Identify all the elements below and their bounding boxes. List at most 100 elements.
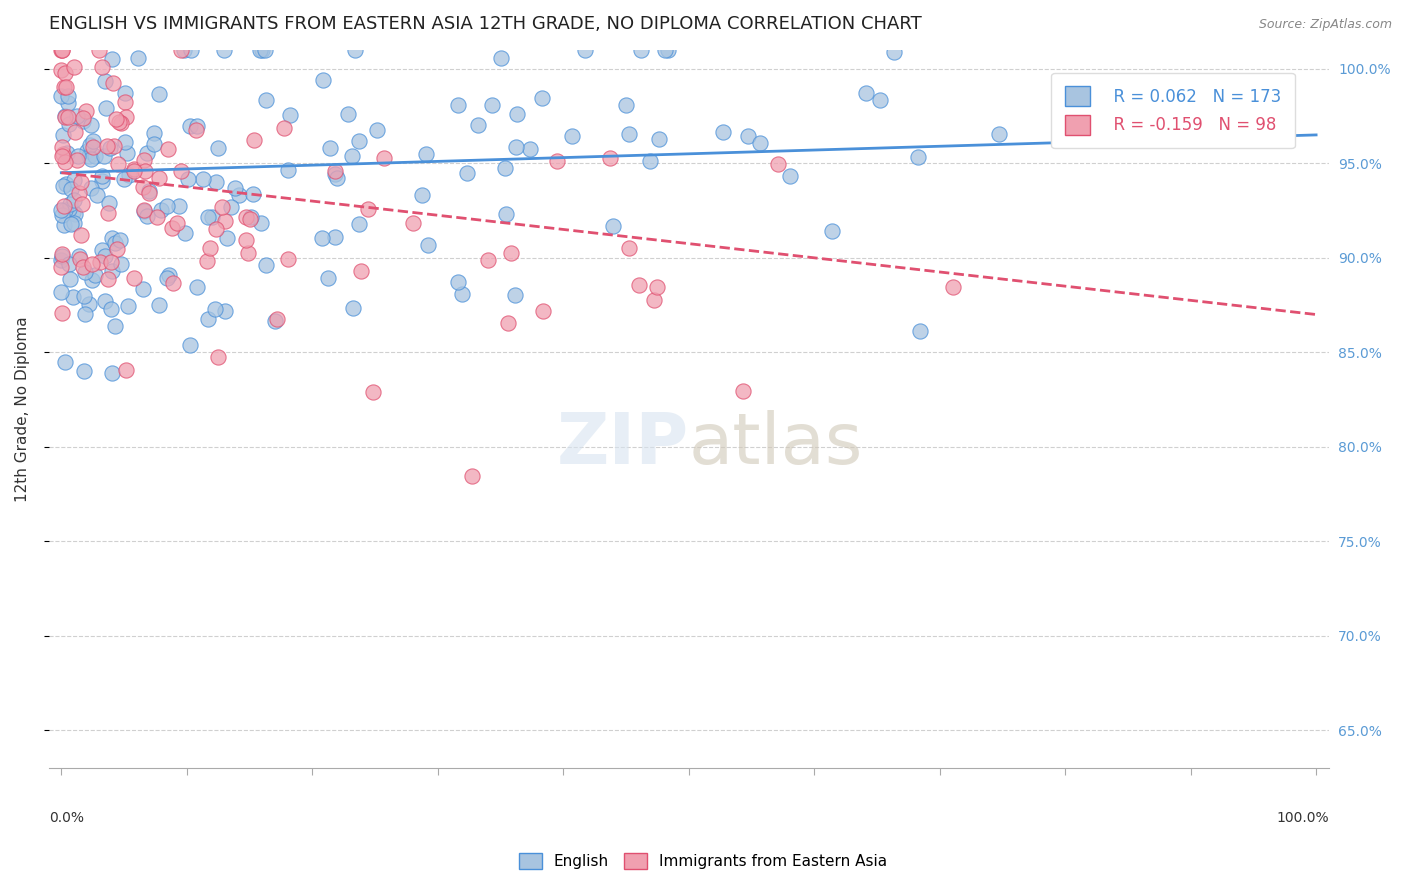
Immigrants from Eastern Asia — [132, 153, 155, 167]
Immigrants from Eastern Asia — [373, 151, 395, 165]
Immigrants from Eastern Asia — [496, 316, 519, 330]
English — [82, 134, 104, 148]
English — [316, 271, 339, 285]
English — [73, 307, 96, 321]
Immigrants from Eastern Asia — [62, 60, 84, 74]
English — [239, 210, 262, 224]
English — [80, 152, 103, 166]
English — [910, 325, 932, 339]
English — [503, 287, 526, 301]
Immigrants from Eastern Asia — [51, 149, 73, 163]
English — [79, 137, 101, 152]
Immigrants from Eastern Asia — [107, 115, 129, 129]
English — [136, 210, 159, 224]
English — [173, 226, 195, 240]
English — [114, 87, 136, 101]
English — [214, 43, 236, 57]
English — [342, 301, 364, 315]
Immigrants from Eastern Asia — [103, 139, 125, 153]
English — [614, 98, 637, 112]
English — [62, 216, 84, 230]
English — [883, 45, 905, 59]
English — [197, 210, 219, 224]
Immigrants from Eastern Asia — [643, 293, 665, 308]
Legend: English, Immigrants from Eastern Asia: English, Immigrants from Eastern Asia — [512, 847, 894, 875]
English — [63, 194, 86, 208]
English — [907, 150, 929, 164]
Immigrants from Eastern Asia — [645, 280, 668, 294]
Immigrants from Eastern Asia — [53, 110, 76, 124]
Immigrants from Eastern Asia — [361, 385, 384, 400]
Immigrants from Eastern Asia — [63, 125, 86, 139]
English — [519, 142, 541, 156]
English — [204, 175, 226, 189]
English — [59, 196, 82, 211]
Immigrants from Eastern Asia — [402, 216, 425, 230]
Immigrants from Eastern Asia — [619, 241, 641, 255]
Immigrants from Eastern Asia — [51, 43, 73, 57]
English — [53, 354, 76, 368]
Text: 0.0%: 0.0% — [49, 812, 84, 825]
Immigrants from Eastern Asia — [75, 103, 97, 118]
English — [58, 117, 80, 131]
Immigrants from Eastern Asia — [273, 121, 295, 136]
Immigrants from Eastern Asia — [162, 276, 184, 290]
English — [58, 95, 80, 110]
Immigrants from Eastern Asia — [169, 164, 191, 178]
English — [173, 43, 195, 57]
English — [132, 203, 155, 218]
English — [737, 129, 759, 144]
English — [80, 181, 103, 195]
English — [51, 252, 73, 267]
English — [63, 207, 86, 221]
English — [779, 169, 801, 183]
English — [90, 243, 112, 257]
English — [249, 216, 271, 230]
Immigrants from Eastern Asia — [134, 202, 156, 217]
English — [67, 149, 90, 163]
English — [869, 93, 891, 107]
Immigrants from Eastern Asia — [157, 142, 180, 156]
English — [112, 172, 135, 186]
Immigrants from Eastern Asia — [114, 110, 136, 124]
English — [98, 141, 121, 155]
English — [574, 43, 596, 57]
Immigrants from Eastern Asia — [533, 303, 555, 318]
English — [73, 289, 96, 303]
English — [311, 230, 333, 244]
English — [447, 275, 470, 289]
Immigrants from Eastern Asia — [51, 306, 73, 320]
Immigrants from Eastern Asia — [124, 164, 146, 178]
English — [451, 287, 474, 301]
Immigrants from Eastern Asia — [942, 279, 965, 293]
Immigrants from Eastern Asia — [239, 211, 262, 226]
Immigrants from Eastern Asia — [501, 246, 523, 260]
Immigrants from Eastern Asia — [107, 156, 129, 170]
English — [179, 119, 201, 133]
Immigrants from Eastern Asia — [90, 60, 112, 74]
English — [280, 108, 302, 122]
Immigrants from Eastern Asia — [114, 363, 136, 377]
English — [323, 167, 346, 181]
English — [242, 187, 264, 202]
English — [602, 219, 624, 233]
English — [366, 122, 388, 136]
English — [94, 294, 117, 309]
Immigrants from Eastern Asia — [124, 162, 146, 177]
English — [821, 224, 844, 238]
Immigrants from Eastern Asia — [69, 252, 91, 267]
English — [94, 249, 117, 263]
Immigrants from Eastern Asia — [461, 468, 484, 483]
Immigrants from Eastern Asia — [162, 220, 184, 235]
Immigrants from Eastern Asia — [145, 210, 167, 224]
English — [73, 364, 96, 378]
English — [415, 147, 437, 161]
English — [53, 202, 76, 217]
English — [58, 257, 80, 271]
Immigrants from Eastern Asia — [100, 255, 122, 269]
English — [90, 174, 112, 188]
English — [179, 338, 201, 352]
English — [79, 149, 101, 163]
English — [86, 187, 108, 202]
English — [254, 93, 277, 107]
